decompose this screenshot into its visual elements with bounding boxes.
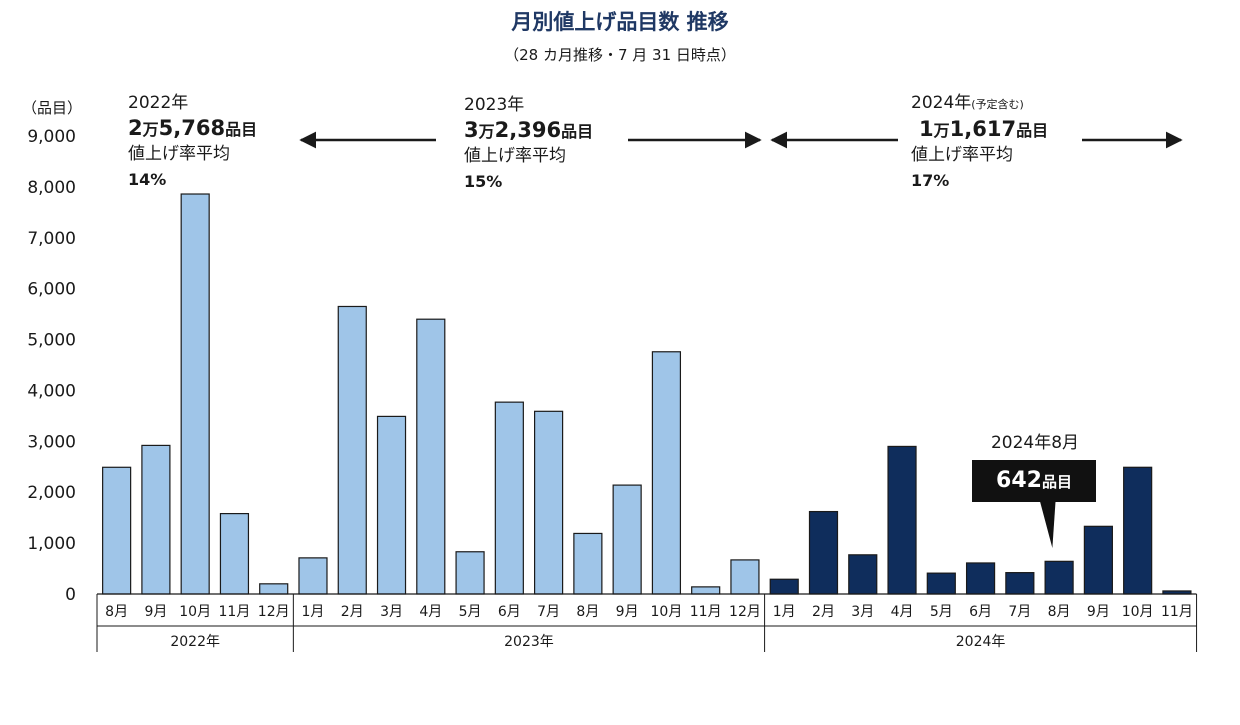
y-tick-label: 8,000 bbox=[27, 178, 76, 198]
period-rate: 17% bbox=[911, 171, 950, 190]
x-tick-label: 12月 bbox=[258, 604, 290, 620]
period-rate-label: 値上げ率平均 bbox=[464, 146, 566, 166]
x-tick-label: 7月 bbox=[537, 604, 560, 620]
bar bbox=[573, 532, 603, 595]
bar bbox=[337, 305, 367, 595]
bar bbox=[259, 583, 289, 595]
x-tick-label: 8月 bbox=[1048, 604, 1071, 620]
y-tick-label: 3,000 bbox=[27, 432, 76, 452]
bar bbox=[612, 484, 642, 595]
year-group-label: 2022年 bbox=[170, 634, 220, 650]
x-tick-label: 8月 bbox=[105, 604, 128, 620]
x-tick-label: 10月 bbox=[179, 604, 211, 620]
bar bbox=[848, 554, 878, 595]
bar bbox=[769, 578, 799, 595]
year-group-label: 2024年 bbox=[956, 634, 1006, 650]
period-summary-2023: 2023年 3万2,396品目 値上げ率平均 15% bbox=[464, 93, 593, 194]
chart-subtitle: （28 カ月推移・7 月 31 日時点） bbox=[504, 46, 736, 64]
x-tick-label: 9月 bbox=[1087, 604, 1110, 620]
bar bbox=[534, 410, 564, 595]
x-tick-label: 12月 bbox=[729, 604, 761, 620]
x-tick-label: 10月 bbox=[1122, 604, 1154, 620]
x-tick-label: 4月 bbox=[419, 604, 442, 620]
x-tick-label: 8月 bbox=[576, 604, 599, 620]
bar bbox=[298, 557, 328, 595]
period-summary-2024: 2024年(予定含む) 1万1,617品目 値上げ率平均 17% bbox=[911, 91, 1048, 193]
period-item-count: 2万5,768品目 bbox=[128, 116, 258, 140]
period-rate-label: 値上げ率平均 bbox=[128, 144, 230, 164]
y-tick-label: 5,000 bbox=[27, 331, 76, 351]
x-tick-label: 11月 bbox=[219, 604, 251, 620]
period-rate-label: 値上げ率平均 bbox=[911, 145, 1013, 165]
y-tick-label: 0 bbox=[65, 585, 76, 605]
period-summary-2022: 2022年 2万5,768品目 値上げ率平均 14% bbox=[128, 91, 257, 192]
bar bbox=[416, 318, 446, 595]
period-rate: 14% bbox=[128, 170, 167, 189]
bar bbox=[691, 586, 721, 595]
x-tick-label: 9月 bbox=[616, 604, 639, 620]
bar bbox=[965, 562, 996, 595]
bar bbox=[1123, 466, 1153, 595]
y-tick-label: 9,000 bbox=[27, 127, 76, 147]
bar bbox=[1005, 572, 1035, 595]
x-tick-label: 5月 bbox=[930, 604, 953, 620]
x-tick-label: 6月 bbox=[969, 604, 992, 620]
bar bbox=[651, 351, 682, 595]
x-tick-label: 5月 bbox=[459, 604, 482, 620]
bar bbox=[926, 572, 956, 595]
period-year: 2022年 bbox=[128, 93, 189, 113]
y-axis-unit-label: （品目） bbox=[22, 99, 83, 117]
x-tick-label: 6月 bbox=[498, 604, 521, 620]
x-tick-label: 2月 bbox=[812, 604, 835, 620]
bar bbox=[730, 559, 760, 595]
x-tick-label: 3月 bbox=[380, 604, 403, 620]
x-tick-label: 7月 bbox=[1008, 604, 1031, 620]
period-rate: 15% bbox=[464, 172, 503, 191]
y-tick-label: 1,000 bbox=[27, 534, 76, 554]
bar bbox=[376, 415, 407, 595]
bar bbox=[1083, 525, 1113, 595]
period-year: 2024年(予定含む) bbox=[911, 93, 1024, 113]
x-tick-label: 2月 bbox=[341, 604, 364, 620]
period-item-count: 1万1,617品目 bbox=[919, 117, 1049, 141]
callout-label: 2024年8月 bbox=[990, 433, 1080, 453]
bar bbox=[180, 193, 210, 595]
x-tick-label: 4月 bbox=[891, 604, 914, 620]
y-tick-label: 2,000 bbox=[27, 483, 76, 503]
period-year: 2023年 bbox=[464, 95, 525, 115]
y-tick-label: 4,000 bbox=[27, 381, 76, 401]
x-tick-label: 3月 bbox=[851, 604, 874, 620]
bar bbox=[808, 510, 839, 595]
callout-value-box: 642品目 bbox=[972, 460, 1096, 502]
bar bbox=[1044, 560, 1074, 595]
bar bbox=[455, 551, 485, 595]
year-group-label: 2023年 bbox=[504, 634, 554, 650]
bar bbox=[887, 445, 917, 595]
x-tick-label: 9月 bbox=[144, 604, 167, 620]
chart-title: 月別値上げ品目数 推移 bbox=[511, 10, 729, 34]
x-tick-label: 11月 bbox=[1161, 604, 1193, 620]
bar bbox=[494, 401, 524, 595]
y-tick-label: 6,000 bbox=[27, 280, 76, 300]
y-tick-label: 7,000 bbox=[27, 229, 76, 249]
x-tick-label: 10月 bbox=[651, 604, 683, 620]
bar bbox=[141, 444, 171, 595]
x-tick-label: 1月 bbox=[773, 604, 796, 620]
period-item-count: 3万2,396品目 bbox=[464, 118, 594, 142]
x-tick-label: 11月 bbox=[690, 604, 722, 620]
bar bbox=[219, 512, 250, 595]
x-tick-label: 1月 bbox=[302, 604, 325, 620]
bar bbox=[102, 466, 132, 595]
